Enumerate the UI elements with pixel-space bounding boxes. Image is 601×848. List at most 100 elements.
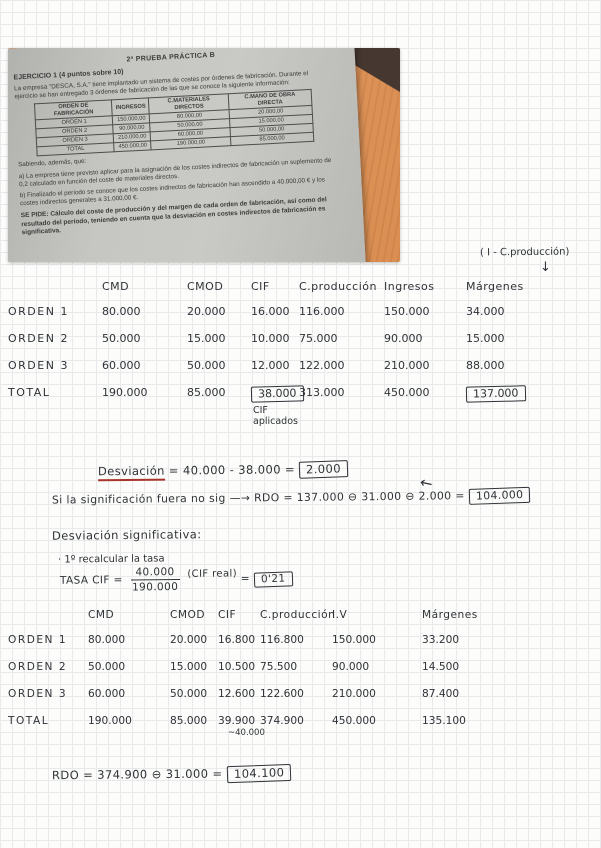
exam-data-table: ORDEN DE FABRICACIÓN INGRESOS C.MATERIAL… [34, 89, 314, 157]
cell-iv: 150.000 [332, 634, 376, 646]
table2-col-cmod: CMOD [170, 609, 206, 621]
cell-cif: 10.500 [218, 661, 256, 673]
cell-cproduccion: 75.000 [299, 332, 338, 345]
row-label: ORDEN 1 [8, 305, 69, 318]
cell-cproduccion: 122.600 [260, 688, 304, 700]
cell-cif: 10.000 [251, 332, 290, 345]
table1-col-margenes: Márgenes [466, 280, 524, 293]
cell-cmod: 50.000 [170, 688, 208, 700]
cell-cmd: 50.000 [88, 661, 126, 673]
right-arrow-icon: —→ [229, 491, 251, 505]
table2-col-margenes: Márgenes [422, 609, 478, 621]
deviation-label: Desviación [97, 463, 165, 482]
cell-cif: 12.600 [218, 688, 256, 700]
cell-iv: 90.000 [332, 661, 370, 673]
margin-note-arrow-icon: ↓ [540, 260, 551, 275]
cell-cmod: 20.000 [170, 634, 208, 646]
handwritten-table-1: CMD CMOD CIF C.producción Ingresos Márge… [6, 278, 600, 428]
cell-cmod: 15.000 [170, 661, 208, 673]
row-label: TOTAL [8, 386, 51, 399]
cell-cmd: 50.000 [102, 332, 141, 345]
boxed-deviation-result: 2.000 [298, 460, 349, 479]
table1-col-cproduccion: C.producción [299, 280, 377, 293]
cell-margen: 14.500 [422, 661, 460, 673]
cell-cmd: 60.000 [102, 359, 141, 372]
cell-margen-total: 135.100 [422, 715, 466, 727]
boxed-rate-result: 0'21 [253, 570, 293, 588]
cell-cmod: 20.000 [187, 305, 226, 318]
tasa-fraction: 40.000 190.000 [130, 565, 180, 594]
cif-approx-note: ~40.000 [228, 728, 265, 738]
deviation-line: Desviación = 40.000 - 38.000 = 2.000 [97, 460, 349, 482]
cell-margen-total: 137.000 [464, 384, 600, 403]
cell-margen: 34.000 [466, 305, 505, 318]
cell-cmod: 85.000 [187, 386, 226, 399]
table2-col-cmd: CMD [88, 609, 115, 621]
margin-note: ( I - C.producción) [479, 246, 570, 259]
cell-cproduccion: 122.000 [299, 359, 345, 372]
cell-cmd: 190.000 [88, 715, 132, 727]
cell-margen: 33.200 [422, 634, 460, 646]
cell-cproduccion: 116.800 [260, 634, 304, 646]
table2-row-total: TOTAL 190.000 85.000 39.900 ~40.000 374.… [6, 712, 600, 739]
row-label: ORDEN 2 [8, 332, 69, 345]
equals-sign: = [240, 572, 251, 585]
no-sig-expr: RDO = 137.000 ⊖ 31.000 ⊖ 2.000 = [254, 489, 465, 505]
cell-ingresos: 150.000 [384, 305, 430, 318]
cell-cmd: 190.000 [102, 386, 148, 399]
exam-paper: 2ª PRUEBA PRÁCTICA B EJERCICIO 1 (4 punt… [8, 48, 366, 262]
spacer [6, 278, 100, 280]
row-label: ORDEN 1 [8, 634, 68, 646]
table1-row-total: TOTAL 190.000 85.000 38.000 CIF aplicado… [6, 384, 600, 428]
cell-cif-total: 38.000 CIF aplicados [249, 384, 304, 428]
cell-cproduccion: 116.000 [299, 305, 345, 318]
cell-cproduccion: 374.900 [260, 715, 304, 727]
cell-iv: 450.000 [332, 715, 376, 727]
boxed-final-result: 104.100 [226, 763, 292, 784]
cell-cif: 16.800 [218, 634, 256, 646]
cell-cmod: 15.000 [187, 332, 226, 345]
cif-rate-line: TASA CIF = 40.000 190.000 (CIF real) = 0… [60, 565, 293, 594]
cell-cmd: 80.000 [102, 305, 141, 318]
table1-col-cif: CIF [251, 280, 270, 293]
no-significance-line: Si la significación fuera no sig —→ RDO … [51, 486, 531, 508]
boxed-margin-total: 137.000 [465, 385, 526, 403]
cell-margen: 87.400 [422, 688, 460, 700]
cell-cmod: 50.000 [187, 359, 226, 372]
row-label: ORDEN 3 [8, 359, 69, 372]
fraction-denominator: 190.000 [131, 580, 179, 594]
exam-cell: 450.000,00 [114, 141, 152, 153]
recalculate-rate-note: · 1º recalcular la tasa [57, 553, 165, 566]
cell-margen: 88.000 [466, 359, 505, 372]
cell-margen: 15.000 [466, 332, 505, 345]
table2-header-row: CMD CMOD CIF C.producción I.V Márgenes [6, 606, 600, 631]
row-label: TOTAL [8, 715, 50, 727]
cell-cmod: 85.000 [170, 715, 208, 727]
table2-col-iv: I.V [332, 609, 348, 621]
row-label: ORDEN 2 [8, 661, 68, 673]
cif-real-note: (CIF real) [187, 567, 238, 580]
table2-row-orden1: ORDEN 1 80.000 20.000 16.800 116.800 150… [6, 631, 600, 658]
cell-cmd: 60.000 [88, 688, 126, 700]
cell-cif-total: 39.900 ~40.000 [218, 715, 265, 738]
handwritten-table-2: CMD CMOD CIF C.producción I.V Márgenes O… [6, 606, 600, 739]
cell-ingresos: 90.000 [384, 332, 423, 345]
cif-applied-note: CIF aplicados [253, 405, 298, 428]
cell-cif: 16.000 [251, 305, 290, 318]
deviation-expr: = 40.000 - 38.000 = [168, 462, 296, 478]
cell-cproduccion: 313.000 [299, 386, 345, 399]
cell-cmd: 80.000 [88, 634, 126, 646]
cell-ingresos: 210.000 [384, 359, 430, 372]
table2-col-cif: CIF [218, 609, 237, 621]
no-sig-text: Si la significación fuera no sig [51, 491, 226, 507]
table1-col-cmod: CMOD [187, 280, 224, 293]
table2-row-orden2: ORDEN 2 50.000 15.000 10.500 75.500 90.0… [6, 658, 600, 685]
fraction-numerator: 40.000 [130, 565, 180, 581]
boxed-rdo-no-sig: 104.000 [468, 486, 531, 505]
cell-cif: 12.000 [251, 359, 290, 372]
final-expr: RDO = 374.900 ⊖ 31.000 = [51, 766, 223, 783]
table1-col-cmd: CMD [102, 280, 130, 293]
table2-row-orden3: ORDEN 3 60.000 50.000 12.600 122.600 210… [6, 685, 600, 712]
cell-cproduccion: 75.500 [260, 661, 298, 673]
